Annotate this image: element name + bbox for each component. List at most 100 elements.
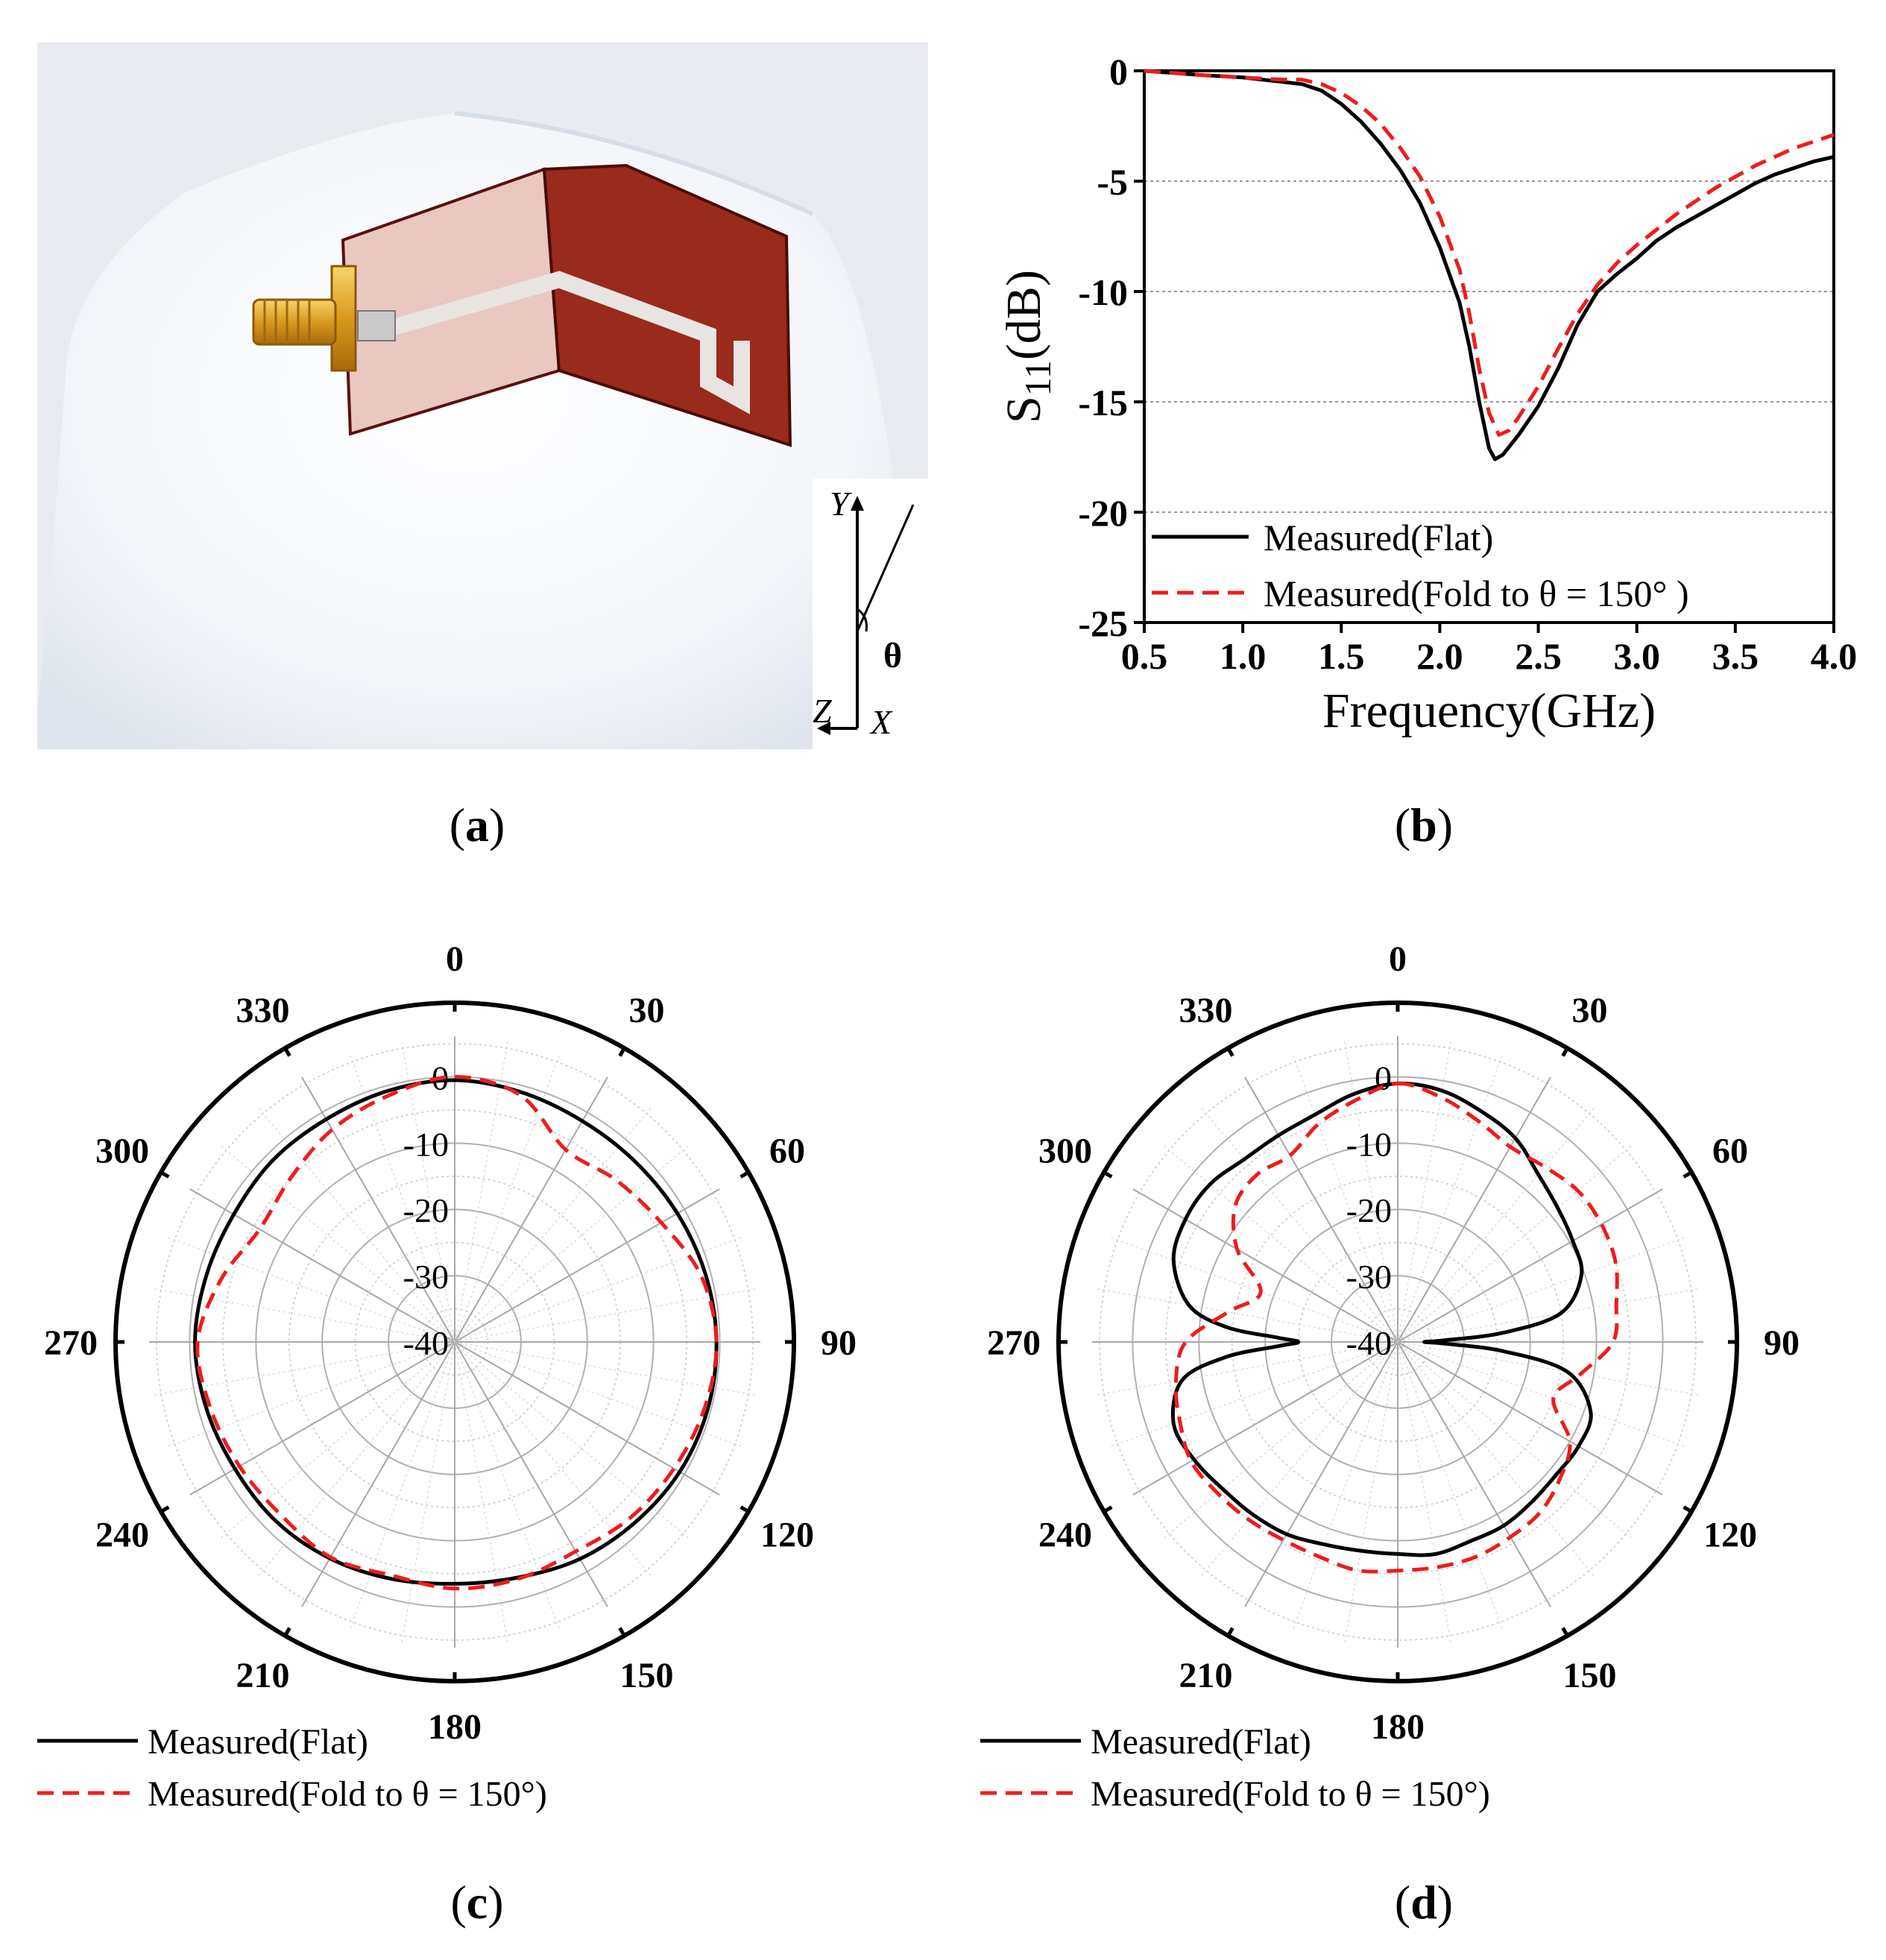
polar-spoke (401, 1341, 455, 1643)
antenna-photo: Y Z X θ (37, 42, 928, 749)
legend-label: Measured(Fold to θ = 150°) (148, 1774, 547, 1814)
polar-chart-c: 03060901201501802102402703003300-10-20-3… (37, 947, 857, 1814)
polar-spoke (1132, 1341, 1398, 1496)
polar-spoke (1397, 1341, 1503, 1630)
polar-radial-label: -30 (1346, 1258, 1392, 1296)
polar-angle-tick (739, 1505, 751, 1514)
x-tick-label: 0.5 (1121, 635, 1168, 677)
x-tick-label: 3.5 (1712, 635, 1759, 677)
polar-angle-label: 180 (428, 1707, 482, 1747)
polar-angle-tick (283, 1627, 291, 1639)
polar-angle-label: 150 (620, 1656, 674, 1695)
legend-label: Measured(Flat) (1264, 517, 1493, 558)
polar-spoke (220, 1341, 455, 1540)
x-tick-label: 1.0 (1220, 635, 1267, 677)
polar-angle-tick (1561, 1045, 1570, 1057)
polar-angle-label: 180 (1371, 1707, 1425, 1747)
polar-spoke (1397, 1341, 1595, 1577)
polar-angle-label: 210 (1179, 1656, 1233, 1695)
polar-spoke (454, 1341, 742, 1447)
x-tick-label: 1.5 (1318, 635, 1365, 677)
y-tick-label: -20 (1078, 492, 1128, 534)
y-tick-label: -15 (1078, 382, 1128, 423)
polar-spoke (1397, 1341, 1685, 1447)
polar-radial-label: -20 (1346, 1191, 1392, 1229)
polar-spoke (454, 1341, 756, 1396)
legend-label: Measured(Flat) (148, 1722, 368, 1762)
polar-spoke (454, 1341, 508, 1643)
polar-spoke (1097, 1341, 1398, 1396)
x-tick-label: 2.5 (1515, 635, 1561, 677)
antenna-photo-drawing (37, 42, 928, 749)
polar-spoke (1293, 1054, 1398, 1343)
polar-spoke (257, 1107, 455, 1343)
polar-angle-label: 90 (821, 1323, 857, 1363)
series-line-fold (1144, 69, 1835, 437)
polar-angle-label: 120 (760, 1516, 814, 1555)
polar-spoke (167, 1237, 455, 1343)
polar-spoke (454, 1341, 652, 1577)
polar-spoke (454, 1341, 560, 1630)
feed-line (370, 271, 750, 415)
polar-angle-tick (1101, 1505, 1113, 1514)
caption-a: (a) (449, 798, 505, 851)
caption-c: (c) (450, 1876, 504, 1929)
polar-angle-tick (158, 1505, 170, 1514)
polar-spoke (1397, 1077, 1551, 1343)
polar-spoke (1344, 1041, 1398, 1343)
polar-spoke (1397, 1188, 1663, 1343)
polar-spoke (154, 1341, 455, 1396)
y-axis-label-main: S (997, 396, 1051, 423)
caption-b: (b) (1394, 798, 1454, 851)
polar-spoke (454, 1341, 720, 1496)
polar-spoke (1397, 1341, 1663, 1496)
polar-series-fold-c (195, 1074, 719, 1591)
polar-angle-tick (618, 1045, 627, 1057)
polar-spoke (1397, 1341, 1633, 1540)
polar-angle-tick (618, 1627, 627, 1639)
sma-connector-body (252, 298, 337, 346)
polar-spoke (1397, 1054, 1503, 1343)
polar-radial-label: -10 (403, 1125, 449, 1163)
polar-radial-label: 0 (1375, 1059, 1392, 1097)
polar-series-fold-d (1173, 1081, 1619, 1574)
polar-angle-label: 0 (1389, 947, 1407, 979)
polar-angle-label: 300 (95, 1132, 149, 1171)
polar-spoke (454, 1188, 720, 1343)
polar-series-flat-c (193, 1078, 719, 1586)
polar-spoke (220, 1144, 455, 1343)
polar-spoke (401, 1041, 455, 1343)
polar-angle-tick (1682, 1170, 1694, 1179)
polar-angle-label: 90 (1764, 1323, 1800, 1363)
polar-spoke (454, 1237, 742, 1343)
polar-angle-label: 60 (769, 1132, 805, 1171)
polar-spoke (154, 1288, 455, 1343)
polar-spoke (1293, 1341, 1398, 1630)
polar-angle-tick (1682, 1505, 1694, 1514)
polar-angle-tick (1101, 1170, 1113, 1179)
polar-spoke (1110, 1237, 1398, 1343)
caption-d-letter: d (1410, 1876, 1437, 1929)
legend-label: Measured(Fold to θ = 150°) (1091, 1774, 1490, 1814)
polar-radial-label: -30 (403, 1258, 449, 1296)
x-tick-label: 3.0 (1613, 635, 1660, 677)
polar-angle-label: 240 (95, 1516, 149, 1555)
polar-spoke (167, 1341, 455, 1447)
s11-line-chart: 0 -5 -10 -15 -20 -250.5 1.0 1.5 2.0 2.5 3.0 3.5 4.0 F… (997, 51, 1857, 738)
y-axis-label-unit: (dB) (997, 270, 1051, 360)
polar-angle-label: 30 (1572, 991, 1608, 1030)
antenna-right-panel (542, 163, 792, 447)
polar-radial-label: -20 (403, 1191, 449, 1229)
polar-spoke (454, 1041, 508, 1343)
polar-spoke (1397, 1107, 1595, 1343)
polar-spoke (454, 1341, 690, 1540)
polar-spoke (1132, 1188, 1398, 1343)
polar-angle-label: 330 (1179, 991, 1233, 1030)
axis-label-theta: θ (883, 636, 903, 675)
polar-spoke (1200, 1107, 1398, 1343)
polar-spoke (454, 1077, 608, 1343)
caption-c-letter: c (466, 1876, 488, 1929)
polar-spoke (350, 1341, 455, 1630)
polar-chart-d: 0 30 60 90 120 150 180 210 240 270 300 330 0 -10 -20 -3… (980, 947, 1800, 1814)
polar-radial-label: -10 (1346, 1125, 1392, 1163)
